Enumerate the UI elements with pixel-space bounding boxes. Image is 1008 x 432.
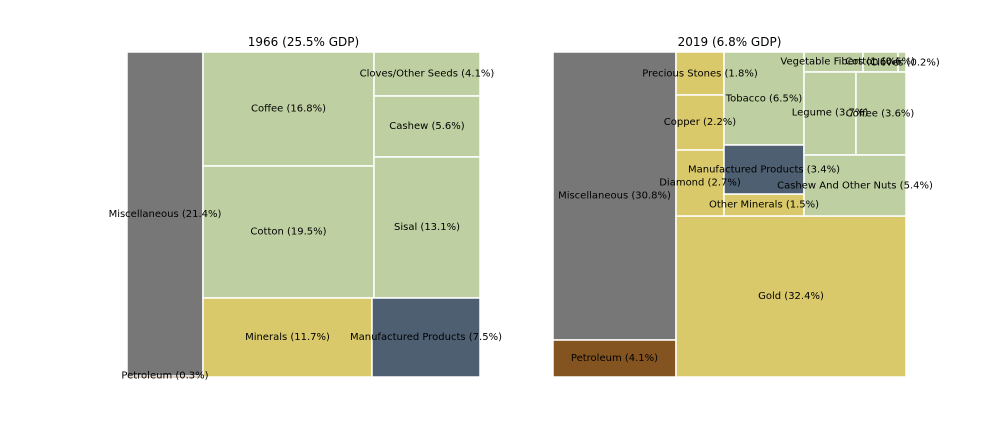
treemap-label-sisal: Sisal (13.1%)	[394, 222, 460, 233]
treemap-cell-manufactured-products	[723, 144, 805, 195]
treemap-label-cashew-and-other-nuts: Cashew And Other Nuts (5.4%)	[777, 181, 933, 192]
treemap-label-petroleum: Petroleum (0.3%)	[121, 371, 208, 382]
treemap-label-minerals: Minerals (11.7%)	[245, 332, 330, 343]
treemap-label-legume: Legume (3.7%)	[792, 108, 869, 119]
treemap-1966: Miscellaneous (21.4%) Petroleum (0.3%) Cof…	[109, 51, 502, 382]
treemap-label-other-minerals: Other Minerals (1.5%)	[709, 200, 819, 211]
treemap-cell-copper	[675, 94, 725, 151]
treemap-label-precious-stones: Precious Stones (1.8%)	[642, 69, 758, 80]
treemap-label-manufactured-products: Manufactured Products (3.4%)	[688, 165, 840, 176]
treemap-2019: Miscellaneous (30.8%) Petroleum (4.1%) Gol…	[552, 51, 940, 378]
treemap-cell-petroleum	[552, 339, 677, 378]
treemap-label-coffee: Coffee (16.8%)	[251, 104, 326, 115]
panel-title-2019: 2019 (6.8% GDP)	[678, 35, 782, 49]
treemap-label-tobacco: Tobacco (6.5%)	[725, 94, 803, 105]
treemap-label-copper: Copper (2.2%)	[664, 117, 737, 128]
treemap-label-petroleum: Petroleum (4.1%)	[571, 353, 658, 364]
treemap-cell-sisal	[373, 156, 481, 299]
treemap-label-cotton: Cotton (0.6%)	[845, 57, 915, 68]
treemap-label-cloves: Cloves (0.2%)	[870, 58, 940, 69]
treemap-cell-legume	[803, 71, 857, 156]
treemap-cell-manufactured-products	[371, 297, 481, 378]
panel-title-1966: 1966 (25.5% GDP)	[248, 35, 359, 49]
treemap-cell-coffee	[855, 71, 907, 156]
treemap-label-cloves-other-seeds: Cloves/Other Seeds (4.1%)	[360, 69, 495, 80]
treemap-label-diamond: Diamond (2.7%)	[659, 178, 741, 189]
treemap-cell-miscellaneous	[552, 51, 677, 341]
treemap-label-coffee: Coffee (3.6%)	[846, 109, 915, 120]
treemap-label-cashew: Cashew (5.6%)	[389, 121, 464, 132]
treemap-label-manufactured-products: Manufactured Products (7.5%)	[350, 332, 502, 343]
treemap-cell-diamond	[675, 149, 725, 217]
treemap-cell-miscellaneous	[126, 51, 204, 378]
treemap-cell-cashew	[373, 95, 481, 158]
treemap-cell-gold	[675, 215, 907, 378]
treemap-label-miscellaneous: Miscellaneous (30.8%)	[558, 191, 671, 202]
treemap-cell-cashew-and-other-nuts	[803, 154, 907, 217]
treemap-label-gold: Gold (32.4%)	[758, 291, 824, 302]
treemap-label-vegetable-fibers: Vegetable Fibers (1.6%)	[780, 57, 899, 68]
treemap-label-miscellaneous: Miscellaneous (21.4%)	[109, 209, 222, 220]
treemap-label-cotton: Cotton (19.5%)	[250, 227, 326, 238]
